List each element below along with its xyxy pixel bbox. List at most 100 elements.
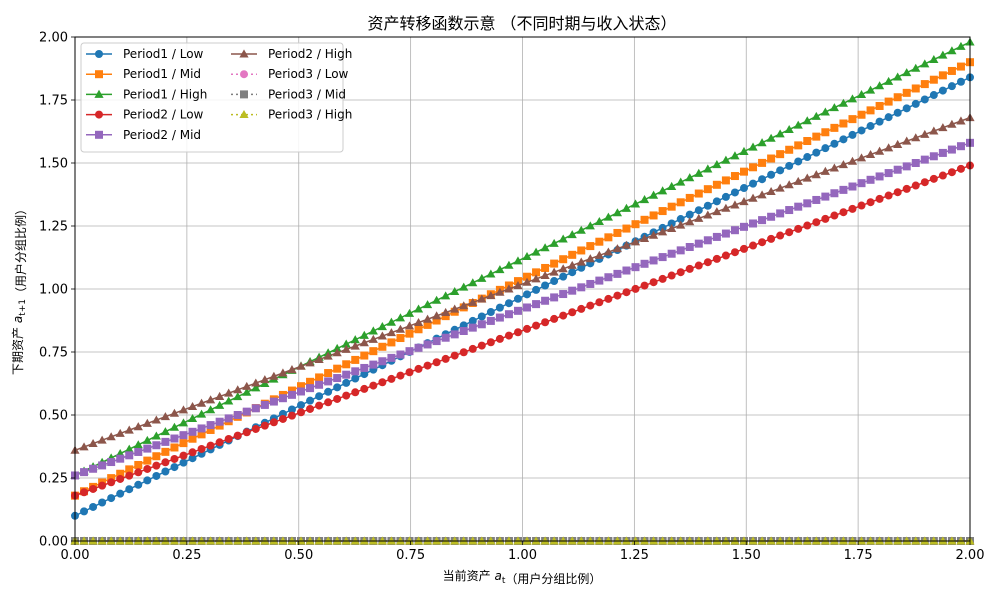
data-point [169, 422, 180, 431]
data-point [848, 115, 857, 124]
data-point [676, 220, 686, 229]
data-point [703, 210, 713, 219]
data-point [432, 311, 442, 320]
data-point [315, 373, 324, 382]
data-point [287, 536, 297, 545]
data-point [793, 120, 803, 129]
data-point [676, 246, 685, 255]
data-point [477, 320, 486, 329]
data-point [776, 150, 785, 159]
data-point [161, 458, 170, 467]
data-point [874, 146, 885, 155]
data-point [107, 478, 116, 487]
data-point [115, 536, 125, 545]
data-point [495, 536, 505, 545]
data-point [540, 536, 550, 545]
data-point [278, 394, 287, 403]
data-point [559, 255, 568, 264]
data-point [504, 536, 514, 545]
data-point [224, 388, 234, 397]
data-point [278, 368, 288, 377]
legend-marker [240, 90, 248, 99]
data-point [107, 458, 116, 467]
legend-item: Period2 / High [231, 47, 352, 61]
data-point [694, 168, 704, 177]
data-point [459, 301, 469, 310]
data-point [188, 454, 197, 463]
legend-marker [95, 50, 103, 58]
y-tick-label: 1.25 [39, 220, 68, 235]
data-point [748, 193, 758, 202]
data-point [947, 82, 956, 91]
data-point [821, 214, 830, 223]
data-point [350, 536, 360, 545]
data-point [160, 427, 171, 436]
data-point [404, 321, 415, 330]
legend-label: Period3 / High [268, 108, 352, 122]
data-point [612, 244, 623, 253]
legend-marker [94, 89, 104, 98]
data-point [585, 221, 595, 230]
data-point [169, 536, 180, 545]
data-point [703, 536, 713, 545]
data-point [532, 321, 541, 330]
data-point [215, 400, 225, 409]
data-point [568, 250, 577, 259]
data-point [929, 54, 939, 64]
data-point [920, 59, 930, 68]
data-point [324, 369, 333, 378]
data-point [531, 247, 541, 256]
data-point [541, 296, 550, 305]
data-point [856, 89, 867, 99]
data-point [124, 425, 134, 434]
x-tick-label: 1.25 [620, 548, 649, 563]
data-point [649, 211, 658, 220]
data-point [785, 228, 794, 237]
legend-label: Period1 / Low [123, 47, 204, 61]
data-point [287, 411, 296, 420]
data-point [152, 441, 161, 450]
data-point [178, 418, 189, 427]
data-point [134, 460, 143, 469]
data-point [758, 238, 767, 247]
data-point [865, 150, 876, 159]
data-point [893, 188, 902, 197]
data-point [404, 308, 415, 317]
data-point [504, 284, 514, 293]
data-point [269, 397, 278, 406]
data-point [513, 306, 522, 315]
data-point [595, 237, 604, 246]
data-point [938, 536, 948, 545]
data-point [504, 299, 513, 308]
data-point [242, 428, 251, 437]
data-point [142, 536, 152, 545]
data-point [874, 81, 885, 90]
data-point [378, 342, 387, 351]
data-point [658, 227, 668, 236]
data-point [739, 184, 748, 193]
data-point [830, 189, 839, 198]
data-point [423, 320, 432, 329]
data-point [558, 536, 568, 545]
data-point [187, 402, 198, 411]
data-point [251, 536, 261, 545]
data-point [206, 441, 215, 450]
legend-marker [95, 70, 103, 79]
data-point [495, 334, 504, 343]
data-point [423, 340, 432, 349]
data-point [820, 107, 830, 116]
legend-item: Period2 / Mid [86, 128, 201, 142]
series-period2-low [71, 161, 974, 500]
data-point [775, 536, 785, 545]
data-point [920, 129, 930, 138]
data-point [938, 50, 948, 59]
data-point [667, 271, 676, 280]
data-point [947, 536, 957, 545]
data-point [694, 213, 704, 222]
data-point [88, 536, 98, 545]
data-point [79, 536, 89, 545]
data-point [260, 400, 269, 409]
data-point [368, 334, 378, 343]
data-point [929, 152, 938, 161]
data-point [233, 385, 243, 394]
